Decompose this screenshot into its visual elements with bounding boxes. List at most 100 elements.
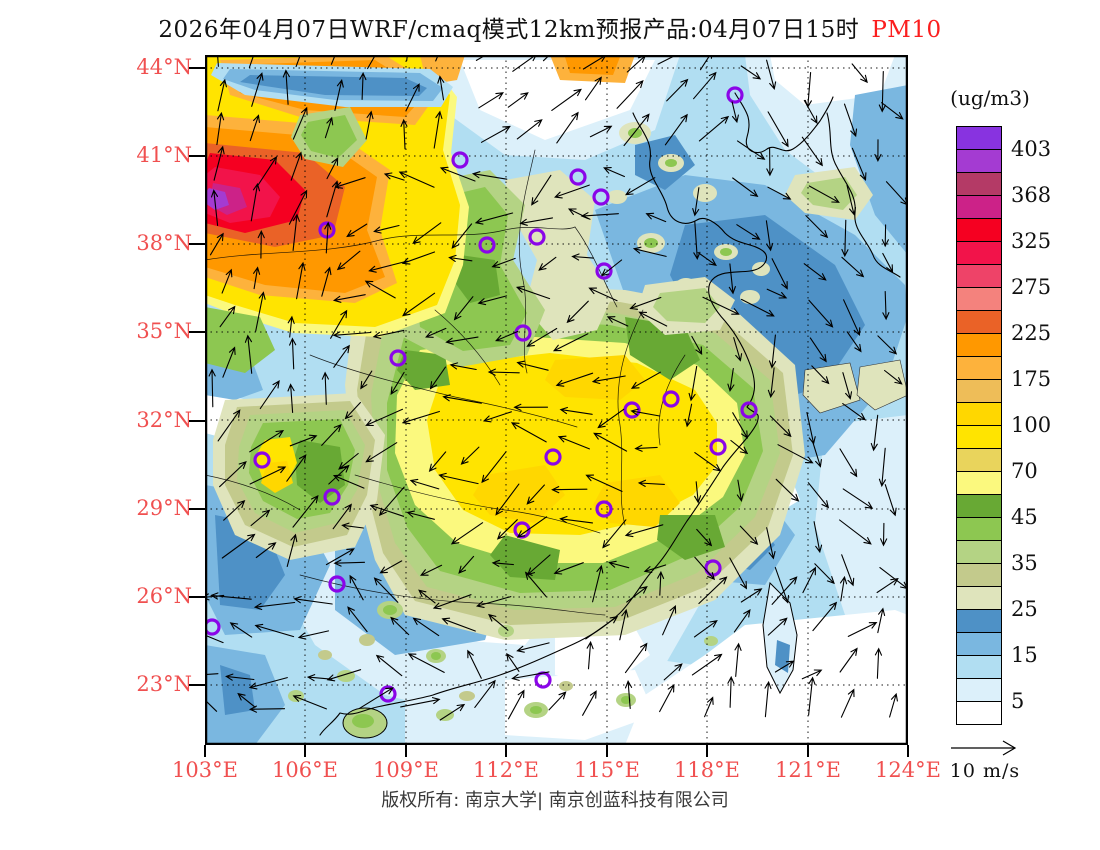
wind-arrow — [249, 114, 260, 142]
wind-arrow — [287, 383, 295, 414]
coastlines — [204, 92, 901, 736]
wind-arrow — [324, 221, 332, 254]
lat-tick-mark — [189, 508, 205, 510]
wind-arrow — [365, 408, 404, 427]
wind-arrow — [843, 299, 861, 336]
wind-arrow — [693, 620, 718, 638]
lon-tick-mark — [304, 745, 306, 757]
wind-arrow — [584, 76, 602, 101]
lon-tick-mark — [807, 745, 809, 757]
wind-arrow — [664, 113, 688, 146]
station-marker — [451, 151, 469, 169]
wind-arrow — [477, 295, 508, 306]
wind-arrow — [344, 401, 361, 420]
wind-arrow — [809, 337, 827, 363]
wind-arrow — [253, 601, 296, 611]
wind-arrow — [766, 147, 774, 177]
wind-arrow — [846, 184, 857, 216]
legend-color-box: 175 — [956, 356, 1051, 391]
wind-arrow — [842, 488, 874, 509]
wind-arrow — [839, 519, 872, 545]
wind-arrow — [259, 380, 280, 410]
wind-arrow — [625, 177, 656, 196]
station-marker — [569, 168, 587, 186]
wind-arrow — [507, 92, 529, 108]
wind-arrow — [491, 257, 516, 268]
wind-arrow — [877, 607, 886, 634]
wind-arrow — [513, 403, 549, 411]
wind-arrow — [698, 576, 728, 605]
wind-arrow — [697, 252, 717, 266]
wind-arrow — [616, 79, 644, 109]
wind-arrow — [839, 575, 848, 602]
wind-arrow — [694, 452, 722, 472]
wind-arrow — [729, 557, 747, 590]
wind-arrow — [293, 596, 333, 605]
wind-arrow — [704, 696, 714, 718]
wind-arrow — [842, 403, 867, 421]
wind-arrow — [250, 182, 261, 222]
wind-arrow — [373, 577, 399, 603]
lon-tick-mark — [405, 745, 407, 757]
wind-arrow — [840, 688, 855, 718]
wind-arrow — [608, 560, 630, 569]
legend-color-box: 25 — [956, 586, 1038, 621]
lon-tick-label: 124°E — [875, 758, 941, 782]
wind-arrow — [482, 411, 512, 423]
wind-arrow — [630, 371, 661, 389]
wind-arrow — [495, 330, 519, 342]
wind-arrow — [219, 305, 236, 328]
wind-arrow — [286, 454, 307, 482]
wind-arrow — [237, 692, 256, 708]
wind-arrow — [684, 403, 693, 428]
lat-tick-label: 41°N — [136, 143, 192, 167]
wind-arrow — [740, 65, 762, 80]
wind-arrow — [877, 335, 898, 355]
wind-arrow — [839, 647, 858, 673]
wind-arrow — [771, 258, 788, 290]
wind-arrow — [807, 482, 830, 509]
wind-arrow — [559, 515, 594, 524]
wind-arrow — [843, 103, 858, 138]
wind-arrow — [803, 263, 827, 281]
wind-arrow — [846, 331, 862, 353]
wind-arrow — [287, 315, 295, 338]
wind-arrow — [406, 510, 435, 520]
wind-arrow — [736, 140, 766, 160]
wind-arrow — [769, 415, 792, 438]
wind-arrow — [881, 102, 904, 120]
wind-arrow — [851, 147, 867, 181]
wind-arrow — [248, 705, 286, 713]
wind-arrow — [878, 70, 886, 113]
wind-arrow — [739, 525, 759, 546]
wind-arrow — [229, 622, 253, 638]
wind-arrow — [297, 630, 330, 640]
wind-arrow — [326, 180, 339, 218]
map-border — [204, 54, 909, 746]
wind-arrow — [292, 106, 308, 140]
wind-arrow — [257, 156, 278, 186]
wind-arrow — [390, 616, 410, 636]
wind-arrow — [330, 309, 348, 339]
wind-arrow — [383, 172, 405, 181]
legend-tick-label: 175 — [1011, 367, 1052, 391]
lon-tick-mark — [706, 745, 708, 757]
wind-arrow — [732, 412, 748, 439]
wind-arrow — [251, 72, 264, 107]
lon-tick-label: 106°E — [272, 758, 338, 782]
wind-arrow — [731, 101, 739, 124]
wind-arrow — [433, 110, 443, 149]
wind-arrow — [253, 266, 261, 290]
wind-arrow — [425, 327, 447, 338]
wind-arrow — [450, 522, 484, 545]
wind-arrow — [766, 288, 788, 299]
wind-arrow — [736, 479, 744, 502]
lat-tick-mark — [189, 331, 205, 333]
wind-arrow — [249, 430, 285, 453]
wind-arrow — [727, 675, 735, 708]
wind-arrow — [390, 371, 405, 395]
wind-arrow — [467, 649, 482, 679]
legend-color-box: 35 — [956, 540, 1038, 575]
station-marker — [514, 324, 532, 342]
wind-arrow — [321, 266, 332, 297]
